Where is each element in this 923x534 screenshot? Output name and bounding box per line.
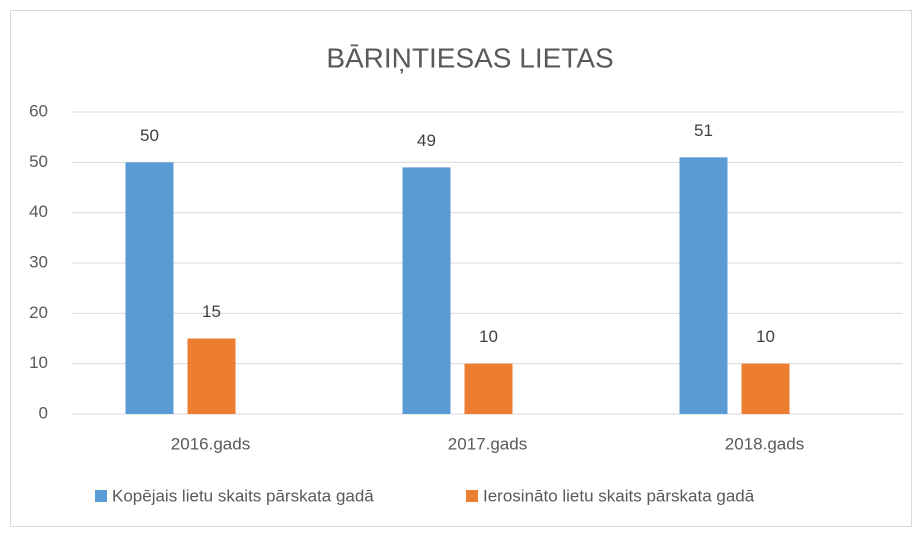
data-label: 49 bbox=[417, 131, 436, 150]
bar bbox=[402, 167, 451, 414]
y-tick-label: 20 bbox=[29, 303, 48, 322]
data-label: 10 bbox=[479, 327, 498, 346]
x-tick-label: 2018.gads bbox=[725, 434, 804, 453]
bar bbox=[125, 162, 174, 414]
chart-title: BĀRIŅTIESAS LIETAS bbox=[326, 42, 613, 73]
y-tick-label: 50 bbox=[29, 152, 48, 171]
y-tick-label: 10 bbox=[29, 353, 48, 372]
data-label: 51 bbox=[694, 121, 713, 140]
data-label: 15 bbox=[202, 302, 221, 321]
bar bbox=[187, 338, 236, 414]
bar bbox=[679, 157, 728, 415]
legend-swatch bbox=[95, 490, 107, 502]
legend-label: Kopējais lietu skaits pārskata gadā bbox=[112, 486, 374, 505]
data-label: 50 bbox=[140, 126, 159, 145]
y-tick-label: 40 bbox=[29, 202, 48, 221]
data-label: 10 bbox=[756, 327, 775, 346]
bar bbox=[464, 363, 513, 414]
y-tick-label: 0 bbox=[39, 403, 48, 422]
y-tick-label: 30 bbox=[29, 252, 48, 271]
x-tick-label: 2016.gads bbox=[171, 434, 250, 453]
bar bbox=[741, 363, 790, 414]
legend-swatch bbox=[466, 490, 478, 502]
y-tick-label: 60 bbox=[29, 101, 48, 120]
legend-label: Ierosināto lietu skaits pārskata gadā bbox=[483, 486, 755, 505]
x-tick-label: 2017.gads bbox=[448, 434, 527, 453]
